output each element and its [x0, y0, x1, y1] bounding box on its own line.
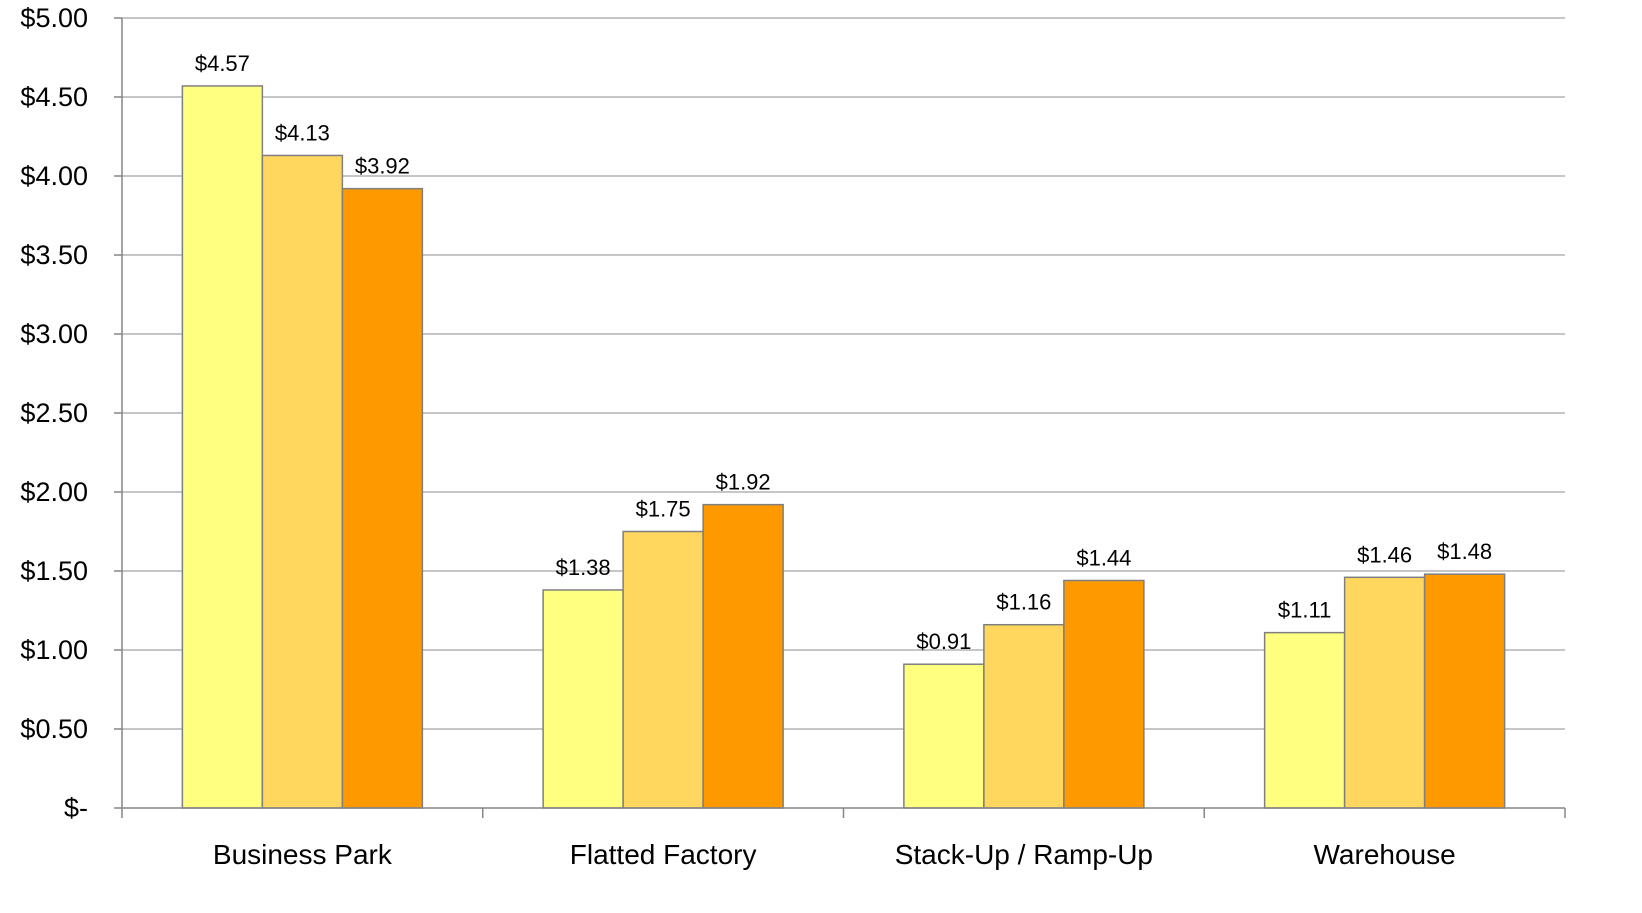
data-label: $1.38 — [556, 555, 611, 580]
data-label: $1.11 — [1278, 598, 1331, 623]
bar — [622, 530, 704, 809]
x-category-label: Stack-Up / Ramp-Up — [895, 839, 1153, 870]
data-label: $1.16 — [996, 590, 1051, 615]
data-label: $0.91 — [916, 629, 971, 654]
x-category-label: Flatted Factory — [570, 839, 757, 870]
y-tick-label: $2.50 — [20, 398, 88, 428]
bar — [983, 623, 1065, 809]
bar — [1343, 576, 1426, 809]
x-category-label: Business Park — [213, 839, 393, 870]
y-tick-label: $4.00 — [20, 161, 88, 191]
bar — [1263, 631, 1346, 809]
y-tick-label: $1.00 — [20, 635, 88, 665]
bar — [1063, 579, 1145, 809]
bar — [261, 154, 344, 809]
y-tick-label: $4.50 — [20, 82, 88, 112]
y-tick-label: $3.50 — [20, 240, 88, 270]
bar — [1423, 573, 1506, 809]
bar — [542, 589, 624, 809]
labels: $- $0.50 $1.00 $1.50 $2.00 $2.50 $3.00 $3.50 $4.… — [20, 3, 1492, 870]
bar — [702, 503, 784, 809]
data-label: $1.46 — [1357, 542, 1412, 567]
bar — [903, 663, 985, 809]
axes — [114, 17, 1566, 818]
bar — [181, 85, 264, 809]
x-category-label: Warehouse — [1314, 839, 1456, 870]
data-label: $3.92 — [355, 154, 410, 179]
y-tick-label: $1.50 — [20, 556, 88, 586]
data-label: $4.57 — [195, 51, 250, 76]
bar — [341, 187, 424, 809]
bars — [181, 85, 1506, 809]
data-label: $1.44 — [1076, 545, 1131, 570]
y-tick-label: $5.00 — [20, 3, 88, 33]
data-label: $1.75 — [636, 497, 691, 522]
y-tick-label: $3.00 — [20, 319, 88, 349]
y-tick-label: $2.00 — [20, 477, 88, 507]
data-label: $1.48 — [1437, 539, 1492, 564]
data-label: $4.13 — [275, 120, 330, 145]
y-tick-label: $- — [64, 793, 88, 823]
data-label: $1.92 — [716, 470, 771, 495]
y-tick-label: $0.50 — [20, 714, 88, 744]
